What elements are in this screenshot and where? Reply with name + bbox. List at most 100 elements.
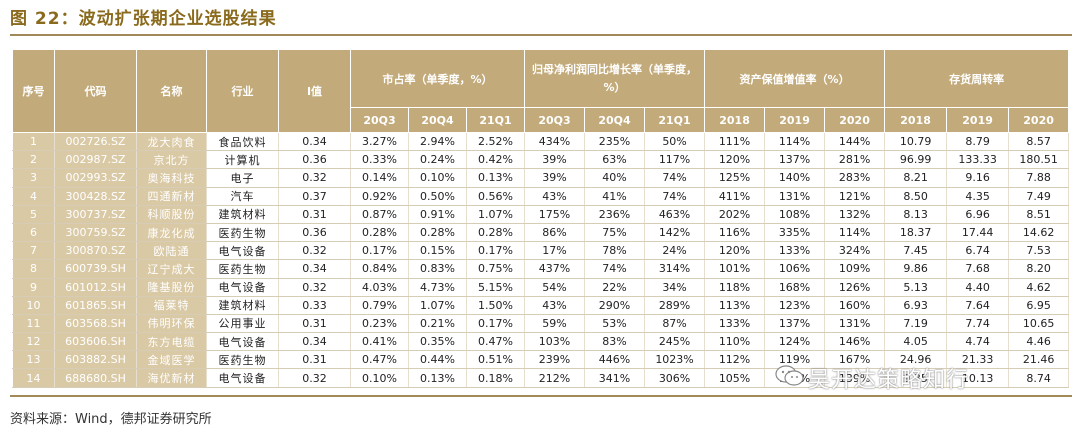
profit-growth-cell: 434% [524,131,586,152]
profit-growth-cell: 236% [584,204,646,224]
seq-cell: 11 [12,313,55,334]
inventory-turnover-cell: 7.68 [946,259,1010,279]
i-value-cell: 0.31 [278,313,351,334]
market-share-cell: 0.44% [408,350,467,370]
asset-value-cell: 114% [824,222,886,243]
market-share-cell: 0.18% [465,368,526,388]
code-cell: 002726.SZ [54,131,137,152]
name-cell: 欧陆通 [136,241,207,261]
profit-growth-cell: 17% [524,241,586,261]
profit-growth-cell: 117% [644,150,706,170]
code-cell: 300759.SZ [54,222,137,243]
table-row: 11 603568.SH 伟明环保 公用事业 0.31 0.23% 0.21% 0.17% 59… [12,313,1070,334]
market-share-cell: 4.73% [408,277,467,297]
seq-cell: 13 [12,350,55,370]
inventory-turnover-cell: 4.05 [884,332,948,352]
header-inventory-turnover: 存货周转率 [884,49,1070,108]
profit-growth-cell: 50% [644,131,706,152]
name-cell: 隆基股份 [136,277,207,297]
name-cell: 东方电缆 [136,332,207,352]
subheader-period: 2018 [704,107,766,133]
asset-value-cell: 110% [704,332,766,352]
seq-cell: 2 [12,150,55,170]
asset-value-cell: 111% [704,131,766,152]
market-share-cell: 1.50% [465,295,526,315]
inventory-turnover-cell: 7.64 [946,295,1010,315]
market-share-cell: 0.21% [408,313,467,334]
code-cell: 300737.SZ [54,204,137,224]
table-row: 4 300428.SZ 四通新材 汽车 0.37 0.92% 0.50% 0.56% 43% 41… [12,186,1070,206]
profit-growth-cell: 34% [644,277,706,297]
market-share-cell: 0.35% [408,332,467,352]
asset-value-cell: 137% [764,313,826,334]
inventory-turnover-cell: 8.74 [1008,368,1070,388]
industry-cell: 汽车 [206,186,279,206]
header-profit-growth: 归母净利润同比增长率（单季度，%） [524,49,706,108]
inventory-turnover-cell: 4.40 [946,277,1010,297]
profit-growth-cell: 437% [524,259,586,279]
market-share-cell: 0.14% [350,168,409,188]
source-note: 资料来源：Wind，德邦证券研究所 [10,412,212,427]
profit-growth-cell: 87% [644,313,706,334]
profit-growth-cell: 24% [644,241,706,261]
name-cell: 龙大肉食 [136,131,207,152]
market-share-cell: 0.23% [350,313,409,334]
code-cell: 300870.SZ [54,241,137,261]
inventory-turnover-cell: 10.79 [884,131,948,152]
code-cell: 603882.SH [54,350,137,370]
profit-growth-cell: 86% [524,222,586,243]
inventory-turnover-cell: 8.20 [1008,259,1070,279]
asset-value-cell: 105% [704,368,766,388]
inventory-turnover-cell: 7.74 [946,313,1010,334]
table-row: 7 300870.SZ 欧陆通 电气设备 0.32 0.17% 0.15% 0.17% 17% 7… [12,241,1070,261]
profit-growth-cell: 1023% [644,350,706,370]
asset-value-cell: 121% [824,186,886,206]
market-share-cell: 0.79% [350,295,409,315]
market-share-cell: 0.42% [465,150,526,170]
seq-cell: 6 [12,222,55,243]
profit-growth-cell: 40% [584,168,646,188]
code-cell: 603606.SH [54,332,137,352]
profit-growth-cell: 78% [584,241,646,261]
profit-growth-cell: 74% [644,168,706,188]
profit-growth-cell: 446% [584,350,646,370]
market-share-cell: 0.87% [350,204,409,224]
seq-cell: 3 [12,168,55,188]
market-share-cell: 2.94% [408,131,467,152]
subheader-period: 20Q3 [350,107,409,133]
i-value-cell: 0.32 [278,168,351,188]
market-share-cell: 0.13% [408,368,467,388]
name-cell: 伟明环保 [136,313,207,334]
asset-value-cell: 168% [764,277,826,297]
inventory-turnover-cell: 6.74 [946,241,1010,261]
profit-growth-cell: 289% [644,295,706,315]
inventory-turnover-cell: 7.49 [1008,186,1070,206]
market-share-cell: 0.28% [408,222,467,243]
i-value-cell: 0.31 [278,350,351,370]
profit-growth-cell: 212% [524,368,586,388]
market-share-cell: 0.17% [350,241,409,261]
asset-value-cell: 124% [764,332,826,352]
industry-cell: 医药生物 [206,350,279,370]
market-share-cell: 0.50% [408,186,467,206]
asset-value-cell: 167% [824,350,886,370]
table-row: 1 002726.SZ 龙大肉食 食品饮料 0.34 3.27% 2.94% 2.52% 434… [12,131,1070,152]
asset-value-cell: 118% [704,277,766,297]
asset-value-cell: 140% [764,168,826,188]
table-row: 13 603882.SH 金域医学 医药生物 0.31 0.47% 0.44% 0.51% 23… [12,350,1070,370]
market-share-cell: 0.17% [465,313,526,334]
asset-value-cell: 283% [824,168,886,188]
industry-cell: 电子 [206,168,279,188]
asset-value-cell: 131% [764,186,826,206]
inventory-turnover-cell: 133.33 [946,150,1010,170]
table-row: 2 002987.SZ 京北方 计算机 0.36 0.33% 0.24% 0.42% 39% 63… [12,150,1070,170]
i-value-cell: 0.32 [278,277,351,297]
inventory-turnover-cell: 17.44 [946,222,1010,243]
inventory-turnover-cell: 7.88 [1008,168,1070,188]
table-body: 1 002726.SZ 龙大肉食 食品饮料 0.34 3.27% 2.94% 2.52% 434… [12,131,1070,388]
table-row: 10 601865.SH 福莱特 建筑材料 0.33 0.79% 1.07% 1.50% 43%… [12,295,1070,315]
name-cell: 四通新材 [136,186,207,206]
table-row: 8 600739.SH 辽宁成大 医药生物 0.34 0.84% 0.83% 0.75% 437… [12,259,1070,279]
code-cell: 600739.SH [54,259,137,279]
subheader-period: 20Q4 [408,107,467,133]
